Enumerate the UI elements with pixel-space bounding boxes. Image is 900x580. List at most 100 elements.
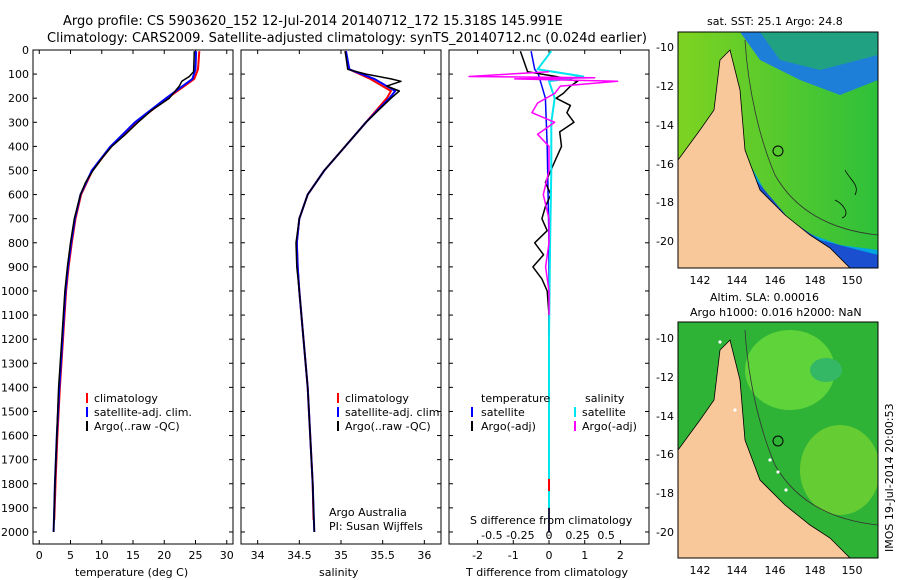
sst-land <box>678 49 851 268</box>
series-line-s-argo-adj- <box>468 70 619 316</box>
sst-xtick: 146 <box>765 274 786 287</box>
sst-map-yticks: -10 -12 -14 -16 -18 -20 <box>656 41 674 248</box>
x-tick-label: 0 <box>36 549 43 562</box>
legend-label-climatology: climatology <box>94 392 158 405</box>
sla-ytick: -12 <box>656 371 674 384</box>
depth-tick-label: 0 <box>22 44 29 57</box>
legend-label-t-argo: Argo(-adj) <box>481 420 536 433</box>
sst-map <box>678 32 878 268</box>
sst-ytick: -20 <box>656 235 674 248</box>
sla-ytick: -10 <box>656 332 674 345</box>
difference-legend: temperature salinity satellite Argo(-adj… <box>471 392 637 433</box>
title-line-1: Argo profile: CS 5903620_152 12-Jul-2014… <box>63 14 563 29</box>
legend-swatch-t-satellite <box>471 407 473 417</box>
sla-ytick: -14 <box>656 410 674 423</box>
depth-tick-label: 500 <box>8 164 29 177</box>
x-tick-label: 30 <box>220 549 234 562</box>
sla-map-title-1: Altim. SLA: 0.00016 <box>710 291 819 304</box>
sla-land <box>678 339 851 558</box>
depth-tick-label: 1700 <box>1 454 29 467</box>
s-tick-label: 0.5 <box>597 529 615 542</box>
depth-tick-label: 1900 <box>1 502 29 515</box>
depth-tick-label: 1800 <box>1 478 29 491</box>
depth-tick-label: 1600 <box>1 430 29 443</box>
sla-map-frame <box>677 321 879 559</box>
depth-tick-label: 200 <box>8 92 29 105</box>
annotation-argo-australia: Argo Australia <box>329 506 407 519</box>
legend-label-t-satellite: satellite <box>481 406 525 419</box>
sla-low-patch <box>810 358 842 382</box>
legend-label-s-satellite: satellite <box>582 406 626 419</box>
depth-tick-label: 1400 <box>1 381 29 394</box>
legend-swatch-s-argo <box>574 421 576 431</box>
title-line-2: Climatology: CARS2009. Satellite-adjuste… <box>47 31 647 46</box>
depth-tick-label: 900 <box>8 261 29 274</box>
sst-ytick: -14 <box>656 119 674 132</box>
temperature-xlabel: temperature (deg C) <box>75 566 188 579</box>
sla-float-dot <box>784 488 788 492</box>
sst-mid-patch <box>760 32 878 70</box>
difference-xlabel: T difference from climatology <box>465 566 628 579</box>
salinity-xlabel: salinity <box>319 566 359 579</box>
sla-float-dot <box>776 470 780 474</box>
depth-tick-label: 100 <box>8 68 29 81</box>
series-line-argo-raw-qc- <box>295 51 402 533</box>
depth-tick-label: 2000 <box>1 526 29 539</box>
legend-swatch-argo <box>337 421 339 431</box>
sla-xtick: 150 <box>842 564 863 577</box>
x-tick-label: 35.5 <box>370 549 395 562</box>
series-line-climatology <box>53 51 201 520</box>
annotation-pi: PI: Susan Wijffels <box>329 520 423 533</box>
sla-map-yticks: -10 -12 -14 -16 -18 -20 <box>656 332 674 539</box>
plot-layer: 0100200300400500600700800900100011001200… <box>1 44 649 562</box>
series-line-satellite-adj-clim- <box>52 51 198 533</box>
sla-xtick: 148 <box>805 564 826 577</box>
depth-tick-label: 1000 <box>1 285 29 298</box>
legend-swatch-t-argo <box>471 421 473 431</box>
sla-map <box>678 322 878 558</box>
sst-map-frame <box>677 31 879 269</box>
sst-map-title: sat. SST: 25.1 Argo: 24.8 <box>707 15 843 28</box>
series-line-argo-raw-qc- <box>52 51 196 533</box>
difference-top-xlabel: S difference from climatology <box>470 514 633 527</box>
salinity-legend: climatology satellite-adj. clim. Argo(..… <box>337 392 443 433</box>
s-tick-label: -0.25 <box>506 529 534 542</box>
depth-tick-label: 400 <box>8 140 29 153</box>
x-tick-label: 20 <box>157 549 171 562</box>
x-tick-label: 15 <box>126 549 140 562</box>
depth-tick-label: 700 <box>8 213 29 226</box>
sla-xtick: 142 <box>690 564 711 577</box>
x-tick-label: -1 <box>508 549 519 562</box>
series-line-s-satellite <box>536 50 585 508</box>
sla-map-xticks: 142 144 146 148 150 <box>690 564 863 577</box>
sst-argo-location <box>772 145 784 157</box>
sla-float-dot <box>768 458 772 462</box>
sst-xtick: 148 <box>805 274 826 287</box>
depth-tick-label: 300 <box>8 116 29 129</box>
sst-xtick: 144 <box>727 274 748 287</box>
sla-ytick: -16 <box>656 448 674 461</box>
x-tick-label: 0 <box>546 549 553 562</box>
legend-swatch-satellite <box>337 407 339 417</box>
depth-tick-label: 1100 <box>1 309 29 322</box>
sst-ytick: -10 <box>656 41 674 54</box>
legend-label-climatology: climatology <box>345 392 409 405</box>
sst-isobath <box>744 39 878 236</box>
legend-label-s-argo: Argo(-adj) <box>582 420 637 433</box>
sla-map-title-2: Argo h1000: 0.016 h2000: NaN <box>690 306 862 319</box>
sst-ytick: -16 <box>656 158 674 171</box>
sst-ytick: -18 <box>656 196 674 209</box>
x-tick-label: 2 <box>617 549 624 562</box>
temperature-legend: climatology satellite-adj. clim. Argo(..… <box>86 392 192 433</box>
x-tick-label: 1 <box>581 549 588 562</box>
sla-argo-location <box>772 435 784 447</box>
legend-label-argo: Argo(..raw -QC) <box>345 420 431 433</box>
depth-tick-label: 600 <box>8 189 29 202</box>
legend-header-temperature: temperature <box>481 392 550 405</box>
depth-tick-label: 800 <box>8 237 29 250</box>
x-tick-label: 25 <box>189 549 203 562</box>
sst-map-xticks: 142 144 146 148 150 <box>690 274 863 287</box>
sla-isobath <box>744 329 878 526</box>
legend-swatch-satellite <box>86 407 88 417</box>
